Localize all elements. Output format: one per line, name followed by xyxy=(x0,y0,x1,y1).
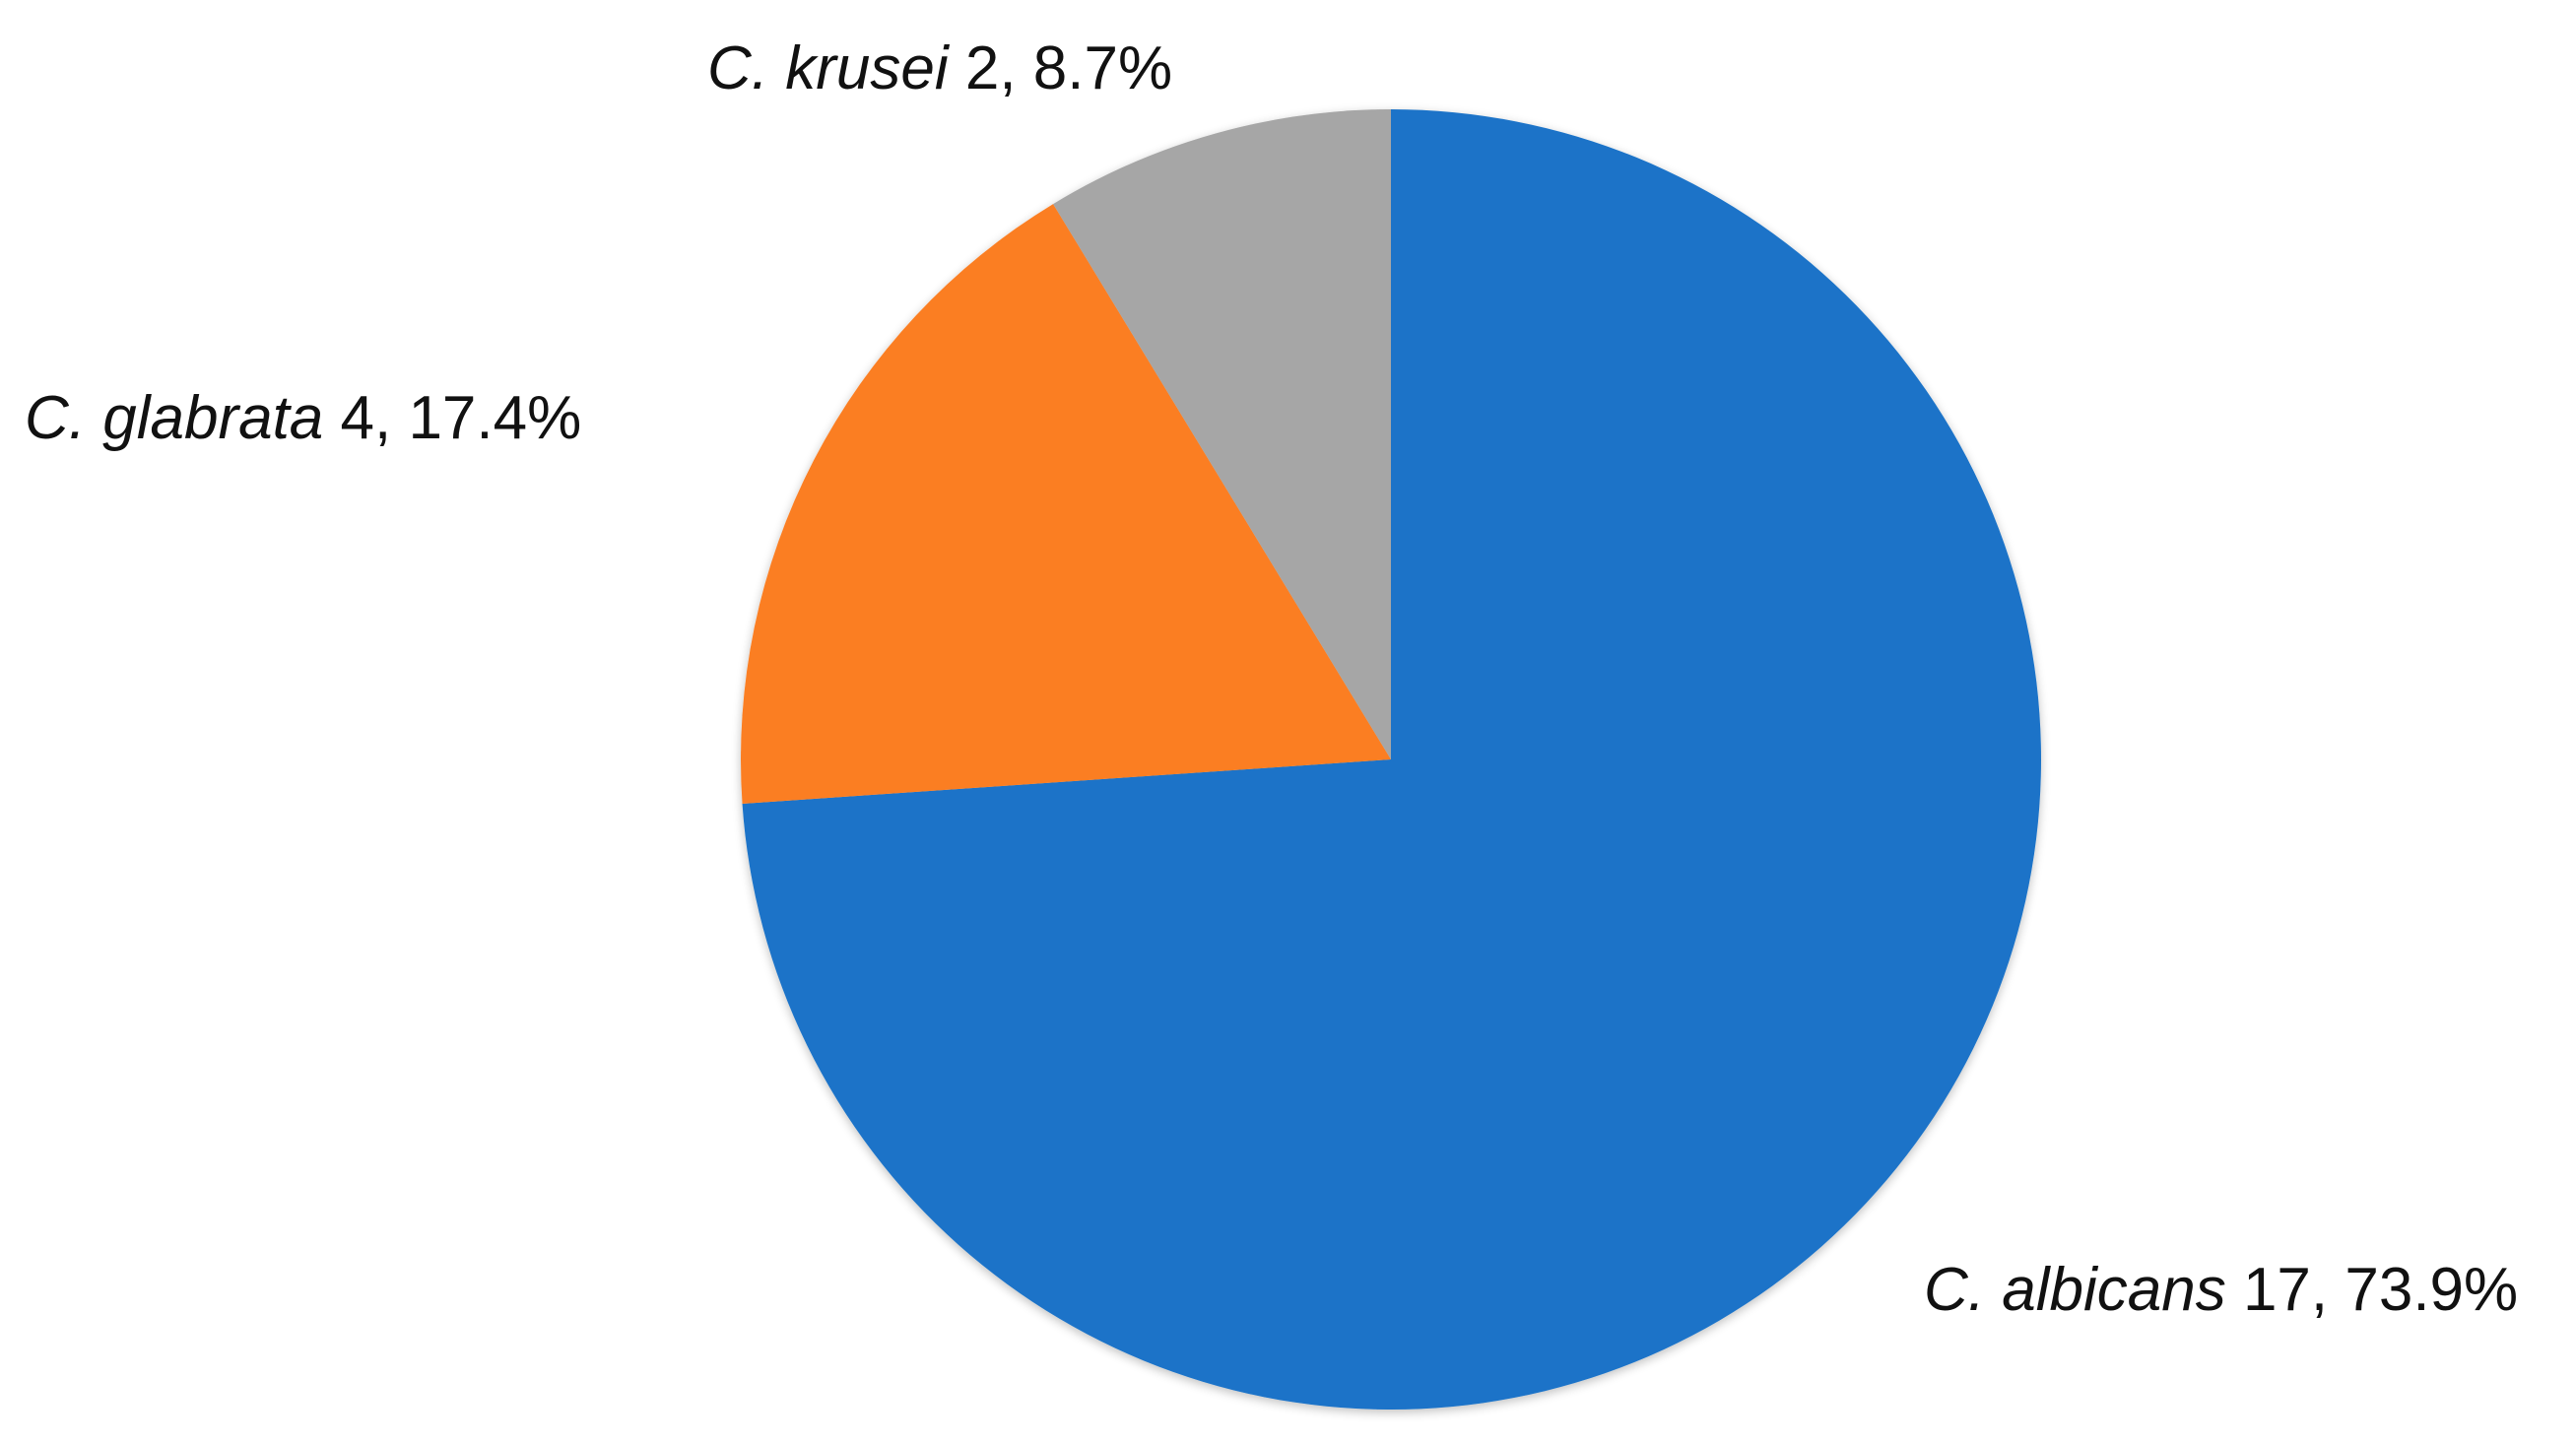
pie-slice-c-krusei xyxy=(1053,109,1391,759)
slice-label-c-albicans: C. albicans 17, 73.9% xyxy=(1924,1256,2518,1324)
pie-slice-c-glabrata xyxy=(741,204,1391,805)
pie-slices xyxy=(741,109,2042,1410)
pie-slice-c-albicans xyxy=(742,109,2042,1410)
slice-label-c-krusei: C. krusei 2, 8.7% xyxy=(707,34,1172,102)
slice-label-c-glabrata: C. glabrata 4, 17.4% xyxy=(25,384,581,452)
